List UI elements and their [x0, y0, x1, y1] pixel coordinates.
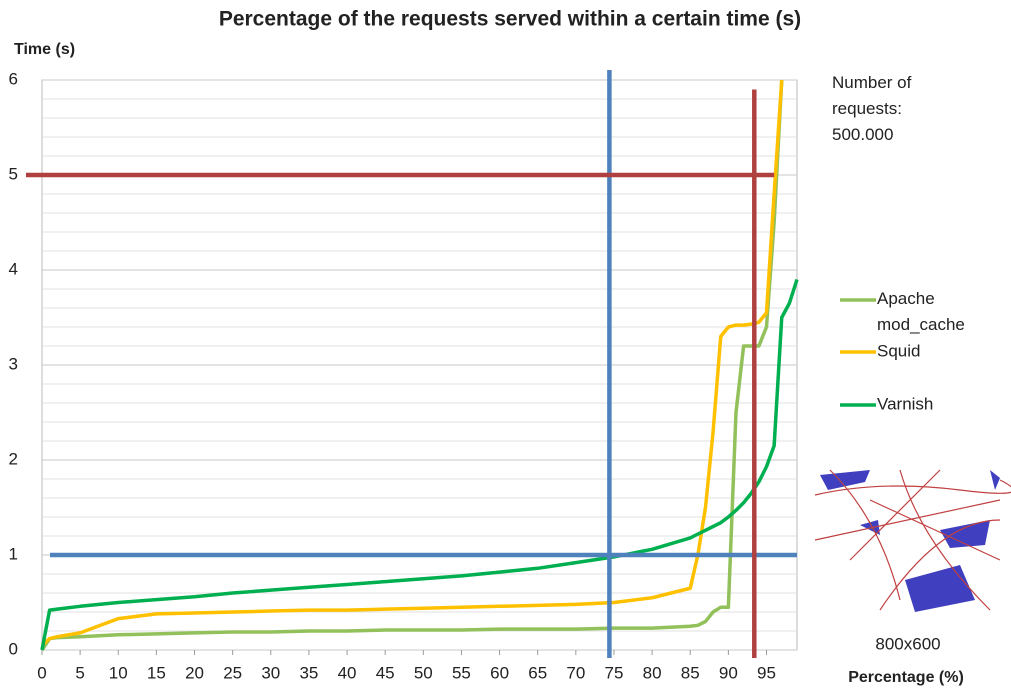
x-tick-label: 55 [452, 663, 471, 682]
x-tick-label: 0 [37, 663, 46, 682]
x-tick-label: 10 [109, 663, 128, 682]
x-tick-label: 15 [147, 663, 166, 682]
chart-title: Percentage of the requests served within… [219, 8, 801, 31]
y-tick-label: 0 [9, 639, 18, 658]
x-axis-label: Percentage (%) [848, 669, 964, 686]
x-tick-label: 25 [223, 663, 242, 682]
x-tick-label: 85 [681, 663, 700, 682]
annotation-box: Number of requests: 500.000 [832, 70, 952, 160]
y-tick-label: 5 [9, 164, 18, 183]
legend-label: Squid [877, 341, 920, 360]
chart: Percentage of the requests served within… [0, 0, 1011, 692]
x-tick-label: 30 [261, 663, 280, 682]
x-tick-label: 35 [299, 663, 318, 682]
x-tick-label: 70 [566, 663, 585, 682]
annotation: Number of requests: 500.000 [832, 70, 952, 148]
image-caption: 800x600 [875, 634, 940, 653]
x-tick-label: 50 [414, 663, 433, 682]
y-tick-label: 2 [9, 449, 18, 468]
x-tick-label: 80 [643, 663, 662, 682]
map-image [815, 470, 1011, 612]
legend-label: Varnish [877, 394, 933, 413]
x-tick-label: 45 [376, 663, 395, 682]
y-axis-label: Time (s) [14, 41, 75, 58]
y-tick-label: 3 [9, 354, 18, 373]
series-line [42, 80, 782, 645]
x-tick-label: 95 [757, 663, 776, 682]
x-tick-label: 40 [338, 663, 357, 682]
x-tick-label: 20 [185, 663, 204, 682]
x-tick-label: 5 [75, 663, 84, 682]
series-line [42, 280, 797, 651]
y-tick-label: 4 [9, 259, 18, 278]
x-tick-label: 65 [528, 663, 547, 682]
y-tick-label: 1 [9, 544, 18, 563]
x-tick-label: 60 [490, 663, 509, 682]
x-tick-label: 75 [605, 663, 624, 682]
x-tick-label: 90 [719, 663, 738, 682]
y-tick-label: 6 [9, 69, 18, 88]
